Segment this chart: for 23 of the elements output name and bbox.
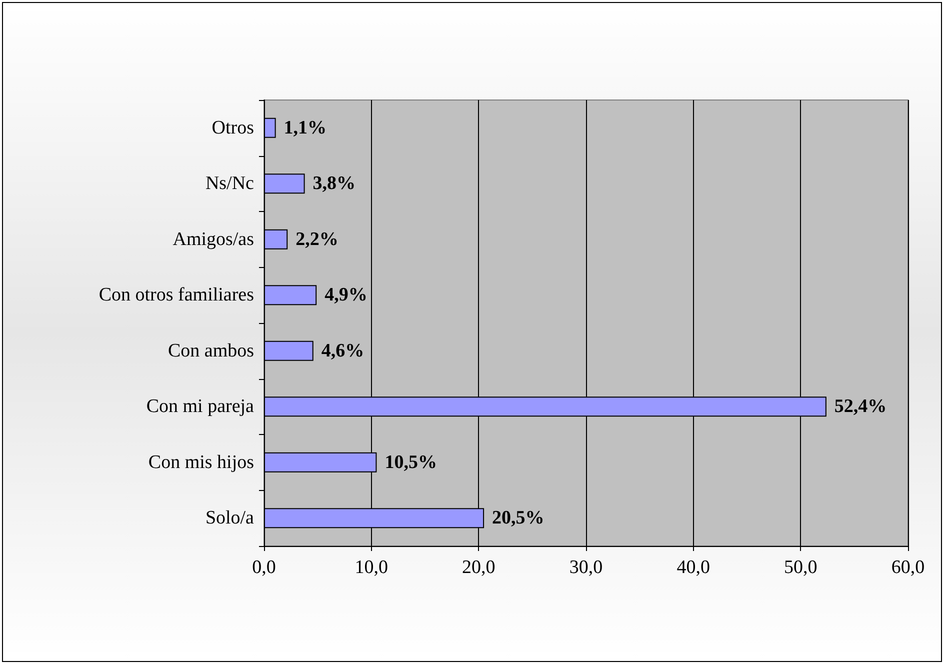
y-tick-label: Con mi pareja <box>146 396 255 418</box>
y-tick-label: Otros <box>212 117 254 138</box>
data-label: 1,1% <box>284 117 327 138</box>
x-tick-label: 20,0 <box>462 557 496 578</box>
data-label: 10,5% <box>384 452 437 473</box>
y-tick-label: Solo/a <box>205 508 255 529</box>
y-tick-label: Amigos/as <box>172 228 254 250</box>
data-label: 3,8% <box>312 173 356 194</box>
y-tick-label: Con otros familiares <box>98 284 254 306</box>
data-label: 4,9% <box>324 284 368 306</box>
y-tick-label: Con mis hijos <box>148 452 254 473</box>
x-tick-label: 30,0 <box>569 557 603 578</box>
x-tick-label: 60,0 <box>891 557 925 578</box>
x-tick-label: 10,0 <box>354 557 388 578</box>
y-tick-label: Con ambos <box>168 340 254 362</box>
data-label: 52,4% <box>834 396 887 418</box>
x-tick-label: 0,0 <box>252 557 276 578</box>
y-tick-label: Ns/Nc <box>205 173 254 194</box>
x-tick-label: 40,0 <box>676 557 710 578</box>
data-label: 20,5% <box>492 508 544 529</box>
data-label: 2,2% <box>296 228 338 250</box>
x-tick-label: 50,0 <box>784 557 818 578</box>
data-label: 4,6% <box>321 340 364 362</box>
